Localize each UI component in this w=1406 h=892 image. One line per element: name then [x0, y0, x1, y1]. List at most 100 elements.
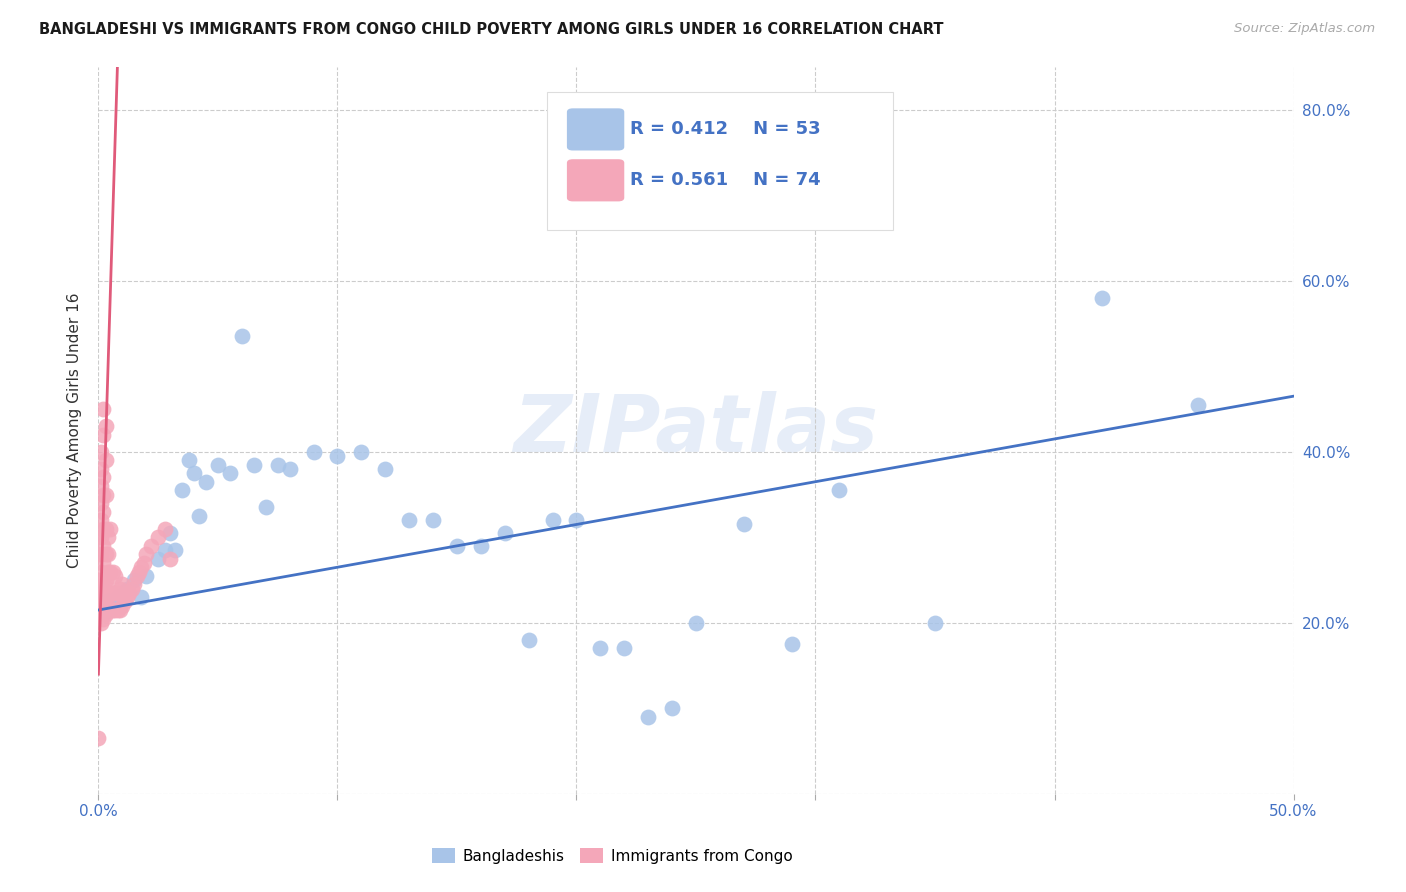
Point — [101, 586, 124, 600]
Point — [135, 569, 157, 583]
Point — [87, 548, 110, 562]
Point — [91, 522, 114, 536]
Point — [179, 453, 201, 467]
Point — [94, 548, 117, 562]
Point — [118, 586, 141, 600]
Point — [98, 522, 122, 536]
Point — [107, 586, 129, 600]
Point — [90, 496, 112, 510]
Point — [187, 508, 209, 523]
Point — [124, 573, 146, 587]
Point — [91, 470, 114, 484]
Point — [661, 701, 683, 715]
Point — [94, 522, 117, 536]
FancyBboxPatch shape — [567, 108, 624, 151]
Point — [91, 539, 114, 553]
Legend: Bangladeshis, Immigrants from Congo: Bangladeshis, Immigrants from Congo — [426, 842, 799, 870]
Point — [104, 594, 127, 608]
Point — [91, 427, 114, 442]
Point — [121, 582, 143, 596]
Point — [87, 530, 110, 544]
Point — [108, 582, 131, 596]
Point — [111, 594, 134, 608]
Point — [104, 603, 127, 617]
Point — [637, 710, 659, 724]
Point — [90, 548, 112, 562]
Point — [90, 607, 112, 622]
Point — [90, 530, 112, 544]
Point — [90, 565, 112, 579]
Point — [148, 530, 170, 544]
Point — [613, 641, 636, 656]
Point — [90, 582, 112, 596]
Point — [97, 548, 120, 562]
Point — [98, 603, 122, 617]
Point — [470, 539, 492, 553]
Point — [148, 551, 170, 566]
Point — [163, 543, 186, 558]
Point — [155, 543, 177, 558]
Point — [159, 526, 181, 541]
Text: R = 0.412    N = 53: R = 0.412 N = 53 — [630, 120, 821, 137]
Point — [91, 599, 114, 613]
Point — [90, 603, 112, 617]
Point — [733, 517, 755, 532]
Point — [90, 615, 112, 630]
Point — [87, 603, 110, 617]
Point — [924, 615, 946, 630]
Point — [94, 599, 117, 613]
Point — [374, 462, 396, 476]
Point — [91, 590, 114, 604]
Point — [115, 582, 138, 596]
Y-axis label: Child Poverty Among Girls Under 16: Child Poverty Among Girls Under 16 — [67, 293, 83, 568]
Point — [91, 607, 114, 622]
Point — [91, 573, 114, 587]
Point — [98, 603, 122, 617]
Point — [111, 577, 134, 591]
Point — [90, 479, 112, 493]
Point — [94, 419, 117, 434]
Text: Source: ZipAtlas.com: Source: ZipAtlas.com — [1234, 22, 1375, 36]
Point — [91, 556, 114, 570]
Point — [195, 475, 218, 489]
Point — [94, 590, 117, 604]
Point — [172, 483, 194, 498]
Point — [254, 500, 277, 515]
Point — [326, 449, 349, 463]
Point — [267, 458, 290, 472]
Point — [98, 586, 122, 600]
Point — [398, 513, 420, 527]
Point — [91, 402, 114, 417]
Point — [91, 487, 114, 501]
Point — [231, 329, 253, 343]
Point — [565, 513, 588, 527]
Point — [111, 599, 134, 613]
Point — [90, 444, 112, 458]
Point — [101, 603, 124, 617]
Point — [124, 577, 146, 591]
Point — [155, 522, 177, 536]
Point — [350, 444, 373, 458]
Point — [101, 599, 124, 613]
Point — [91, 611, 114, 625]
Point — [108, 599, 131, 613]
Point — [115, 590, 138, 604]
Text: ZIPatlas: ZIPatlas — [513, 392, 879, 469]
Point — [1091, 291, 1114, 305]
Point — [139, 539, 162, 553]
Point — [131, 560, 153, 574]
Point — [128, 565, 150, 579]
Point — [422, 513, 444, 527]
Point — [87, 582, 110, 596]
Point — [90, 599, 112, 613]
Point — [517, 632, 540, 647]
Point — [780, 637, 803, 651]
Point — [94, 453, 117, 467]
Point — [219, 466, 242, 480]
Point — [541, 513, 564, 527]
Point — [91, 505, 114, 519]
Point — [159, 551, 181, 566]
Point — [828, 483, 851, 498]
Point — [104, 586, 127, 600]
Point — [87, 594, 110, 608]
